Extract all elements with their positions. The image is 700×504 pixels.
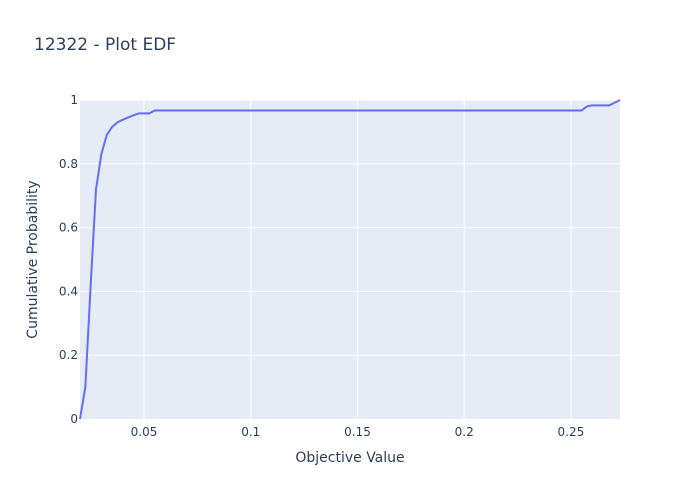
y-tick-label: 1 [70, 93, 78, 107]
series-layer [79, 99, 621, 420]
edf-series-line [79, 99, 621, 420]
y-axis-label: Cumulative Probability [25, 180, 41, 338]
x-tick-label: 0.15 [344, 425, 371, 439]
plot-area [80, 100, 620, 419]
x-tick-label: 0.2 [455, 425, 474, 439]
y-tick-label: 0.6 [59, 221, 78, 235]
x-tick-label: 0.25 [558, 425, 585, 439]
y-tick-label: 0 [70, 412, 78, 426]
x-tick-label: 0.05 [131, 425, 158, 439]
y-tick-labels: 0 0.2 0.4 0.6 0.8 1 [59, 93, 78, 426]
x-tick-label: 0.1 [241, 425, 260, 439]
y-tick-label: 0.4 [59, 284, 78, 298]
y-tick-label: 0.8 [59, 157, 78, 171]
y-gridlines [80, 99, 620, 356]
y-tick-label: 0.2 [59, 348, 78, 362]
x-tick-labels: 0.05 0.1 0.15 0.2 0.25 [131, 425, 585, 439]
chart-title: 12322 - Plot EDF [34, 35, 176, 55]
x-axis-label: Objective Value [295, 450, 404, 466]
x-gridlines [143, 100, 572, 419]
